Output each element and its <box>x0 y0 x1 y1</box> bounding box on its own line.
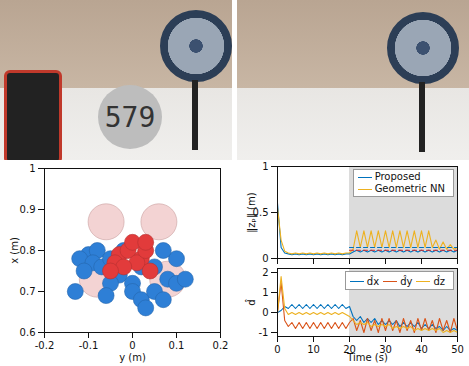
svg-text:y (m): y (m) <box>119 352 146 363</box>
svg-text:10: 10 <box>307 344 320 355</box>
svg-text:0: 0 <box>262 253 268 264</box>
svg-text:d̂: d̂ <box>245 299 257 305</box>
svg-text:Time (s): Time (s) <box>346 352 388 363</box>
svg-text:1: 1 <box>29 163 35 174</box>
svg-text:50: 50 <box>451 344 464 355</box>
svg-text:0.6: 0.6 <box>20 327 36 338</box>
html-text:d̂z: d̂z <box>433 275 445 287</box>
html-text:579: 579 <box>104 100 156 134</box>
html-text:Geometric NN: Geometric NN <box>374 183 445 194</box>
svg-text:-0.1: -0.1 <box>79 340 99 351</box>
svg-text:40: 40 <box>415 344 428 355</box>
svg-text:-0.2: -0.2 <box>35 340 55 351</box>
svg-text:0.5: 0.5 <box>252 206 269 218</box>
svg-text:0.2: 0.2 <box>213 340 229 351</box>
svg-text:1: 1 <box>262 287 268 298</box>
svg-text:30: 30 <box>379 343 392 355</box>
svg-text:0.8: 0.8 <box>20 245 36 256</box>
html-text:d̂x: d̂x <box>366 275 380 287</box>
svg-text:1: 1 <box>262 161 268 172</box>
svg-text:-1: -1 <box>259 327 269 338</box>
html-text:Proposed: Proposed <box>374 171 421 182</box>
svg-text:0.9: 0.9 <box>20 204 36 215</box>
svg-text:0.7: 0.7 <box>20 286 36 297</box>
svg-text:0: 0 <box>129 340 135 351</box>
svg-text:x (m): x (m) <box>9 237 20 264</box>
svg-text:0: 0 <box>274 344 280 355</box>
svg-text:20: 20 <box>343 343 356 355</box>
svg-text:0: 0 <box>262 307 268 318</box>
html-text:d̂y: d̂y <box>400 275 413 287</box>
svg-text:0.1: 0.1 <box>169 340 185 351</box>
svg-text:2: 2 <box>262 267 268 278</box>
svg-text:‖zₚ‖ (m): ‖zₚ‖ (m) <box>246 192 258 232</box>
